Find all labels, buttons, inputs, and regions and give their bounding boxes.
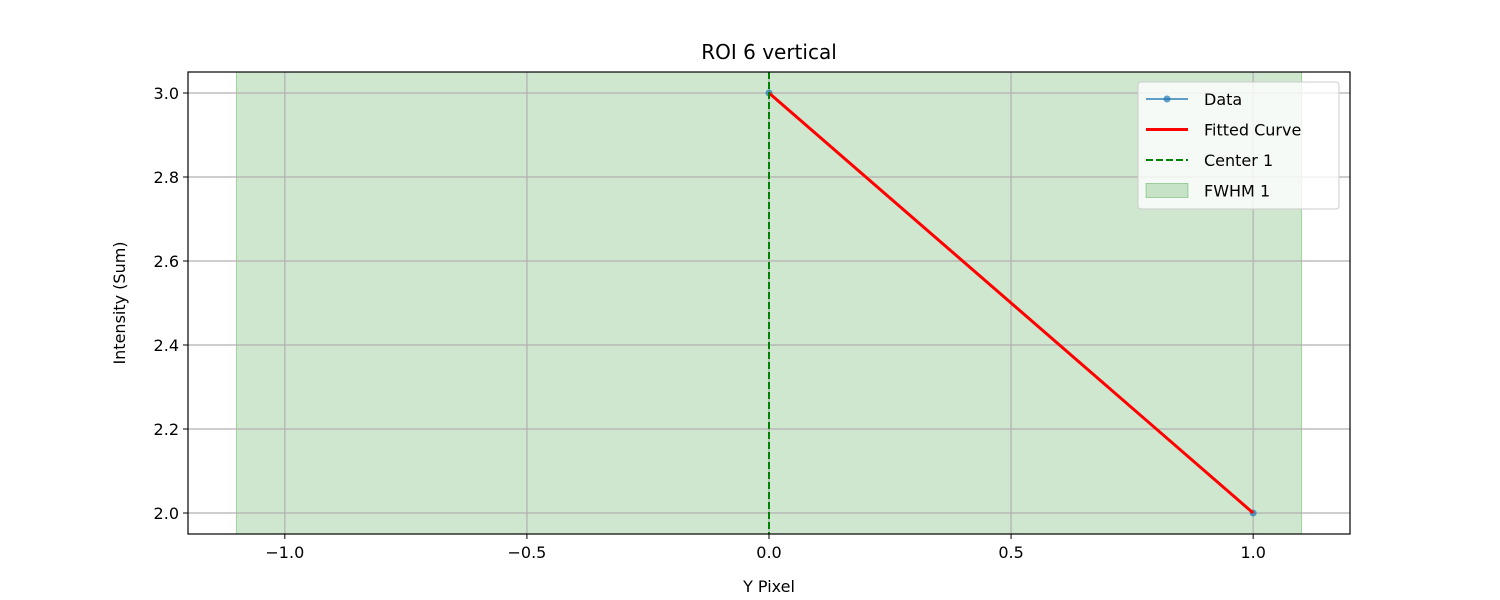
y-axis-label: Intensity (Sum) <box>110 241 129 364</box>
legend-data-marker <box>1163 95 1171 103</box>
y-tick-label: 3.0 <box>154 84 179 103</box>
y-tick-label: 2.2 <box>154 420 179 439</box>
y-tick-label: 2.4 <box>154 336 179 355</box>
x-tick-label: 1.0 <box>1240 543 1265 562</box>
legend-fwhm-handle <box>1145 183 1189 198</box>
x-tick-label: 0.5 <box>998 543 1023 562</box>
tick-layer: −1.0 −0.5 0.0 0.5 1.0 2.0 2.2 2.4 2.6 2.8 3.0 <box>154 84 1266 562</box>
y-tick-label: 2.6 <box>154 252 179 271</box>
chart-title: ROI 6 vertical <box>701 40 837 64</box>
x-tick-label: −1.0 <box>265 543 304 562</box>
legend-entry-label: Data <box>1204 90 1242 109</box>
x-tick-label: 0.0 <box>756 543 781 562</box>
legend: Data Fitted Curve Center 1 FWHM 1 <box>1137 81 1340 210</box>
legend-entry-label: FWHM 1 <box>1204 182 1270 201</box>
y-tick-label: 2.8 <box>154 168 179 187</box>
legend-box <box>1137 81 1340 210</box>
legend-entry-label: Fitted Curve <box>1204 121 1301 140</box>
x-tick-label: −0.5 <box>507 543 546 562</box>
x-axis-label: Y Pixel <box>742 577 795 596</box>
y-tick-label: 2.0 <box>154 504 179 523</box>
fitted-curve-line <box>768 91 1255 515</box>
legend-entry-label: Center 1 <box>1204 151 1273 170</box>
series-layer <box>765 72 1257 534</box>
